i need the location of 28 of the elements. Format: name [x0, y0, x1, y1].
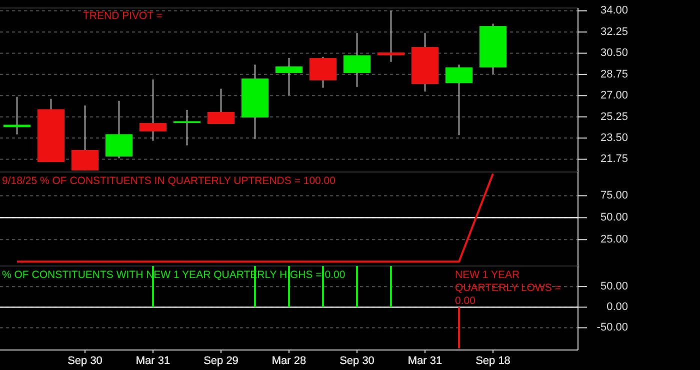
- y-tick-label: 27.00: [600, 90, 628, 102]
- y-tick-label: 25.00: [600, 234, 628, 246]
- y-tick-label: -50.00: [596, 322, 628, 334]
- x-tick-label: Sep 29: [204, 355, 238, 367]
- y-tick-label: 50.00: [600, 212, 628, 224]
- x-tick-label: Sep 18: [476, 355, 510, 367]
- y-tick-label: 23.50: [600, 132, 628, 144]
- y-tick-label: 50.00: [600, 280, 628, 292]
- y-tick-label: 25.25: [600, 110, 628, 123]
- x-tick-label: Mar 31: [136, 355, 170, 367]
- candlestick: [378, 10, 404, 62]
- candlestick: [4, 96, 30, 135]
- x-tick-label: Sep 30: [340, 355, 374, 367]
- y-tick-label: 32.25: [600, 26, 628, 38]
- y-tick-label: 28.75: [600, 68, 628, 80]
- x-tick-label: Mar 31: [408, 355, 442, 367]
- series-label: NEW 1 YEAR QUARTERLY LOWS = 0.00: [455, 269, 561, 307]
- candlestick: [174, 110, 200, 146]
- x-tick-label: Mar 28: [272, 355, 306, 367]
- y-tick-label: 34.00: [600, 4, 628, 17]
- y-tick-label: 21.75: [600, 153, 628, 166]
- x-tick-label: Sep 30: [68, 355, 102, 367]
- candlestick: [140, 79, 166, 142]
- y-tick-label: 30.50: [600, 47, 628, 60]
- annotation: TREND PIVOT =: [83, 10, 162, 22]
- text: 9/18/25 % OF CONSTITUENTS IN QUARTERLY UPTRENDS = 100.00: [2, 175, 336, 187]
- y-tick-label: 75.00: [600, 190, 628, 202]
- y-tick-label: 0.00: [606, 301, 628, 314]
